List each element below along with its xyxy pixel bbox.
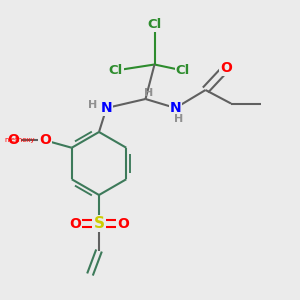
Text: O: O [69,217,81,230]
Text: H: H [88,100,98,110]
Text: H: H [174,114,183,124]
Text: methoxy: methoxy [4,137,34,143]
Text: Cl: Cl [108,64,123,77]
Text: O: O [7,133,19,147]
Text: O: O [117,217,129,230]
Text: H: H [144,88,153,98]
Text: Cl: Cl [176,64,190,77]
Text: O: O [39,133,51,147]
Text: N: N [170,101,181,115]
Text: S: S [94,216,104,231]
Text: N: N [101,101,112,115]
Text: Cl: Cl [147,17,162,31]
Text: O: O [220,61,232,74]
